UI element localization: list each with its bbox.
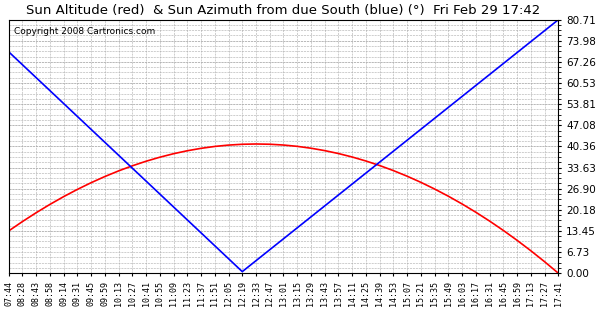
Text: Copyright 2008 Cartronics.com: Copyright 2008 Cartronics.com bbox=[14, 27, 155, 36]
Title: Sun Altitude (red)  & Sun Azimuth from due South (blue) (°)  Fri Feb 29 17:42: Sun Altitude (red) & Sun Azimuth from du… bbox=[26, 4, 541, 17]
